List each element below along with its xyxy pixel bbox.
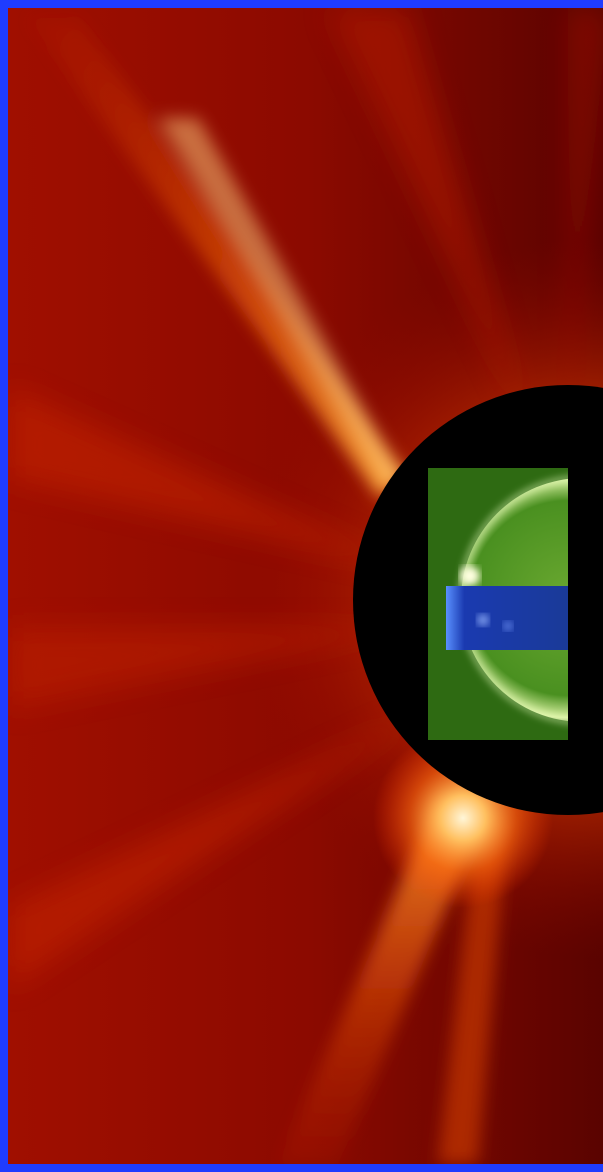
euv-blue-panel: [446, 586, 568, 650]
coronagraph-image: [8, 8, 603, 1164]
northwest-streamer: [28, 18, 408, 498]
coronal-rays: [8, 8, 603, 988]
